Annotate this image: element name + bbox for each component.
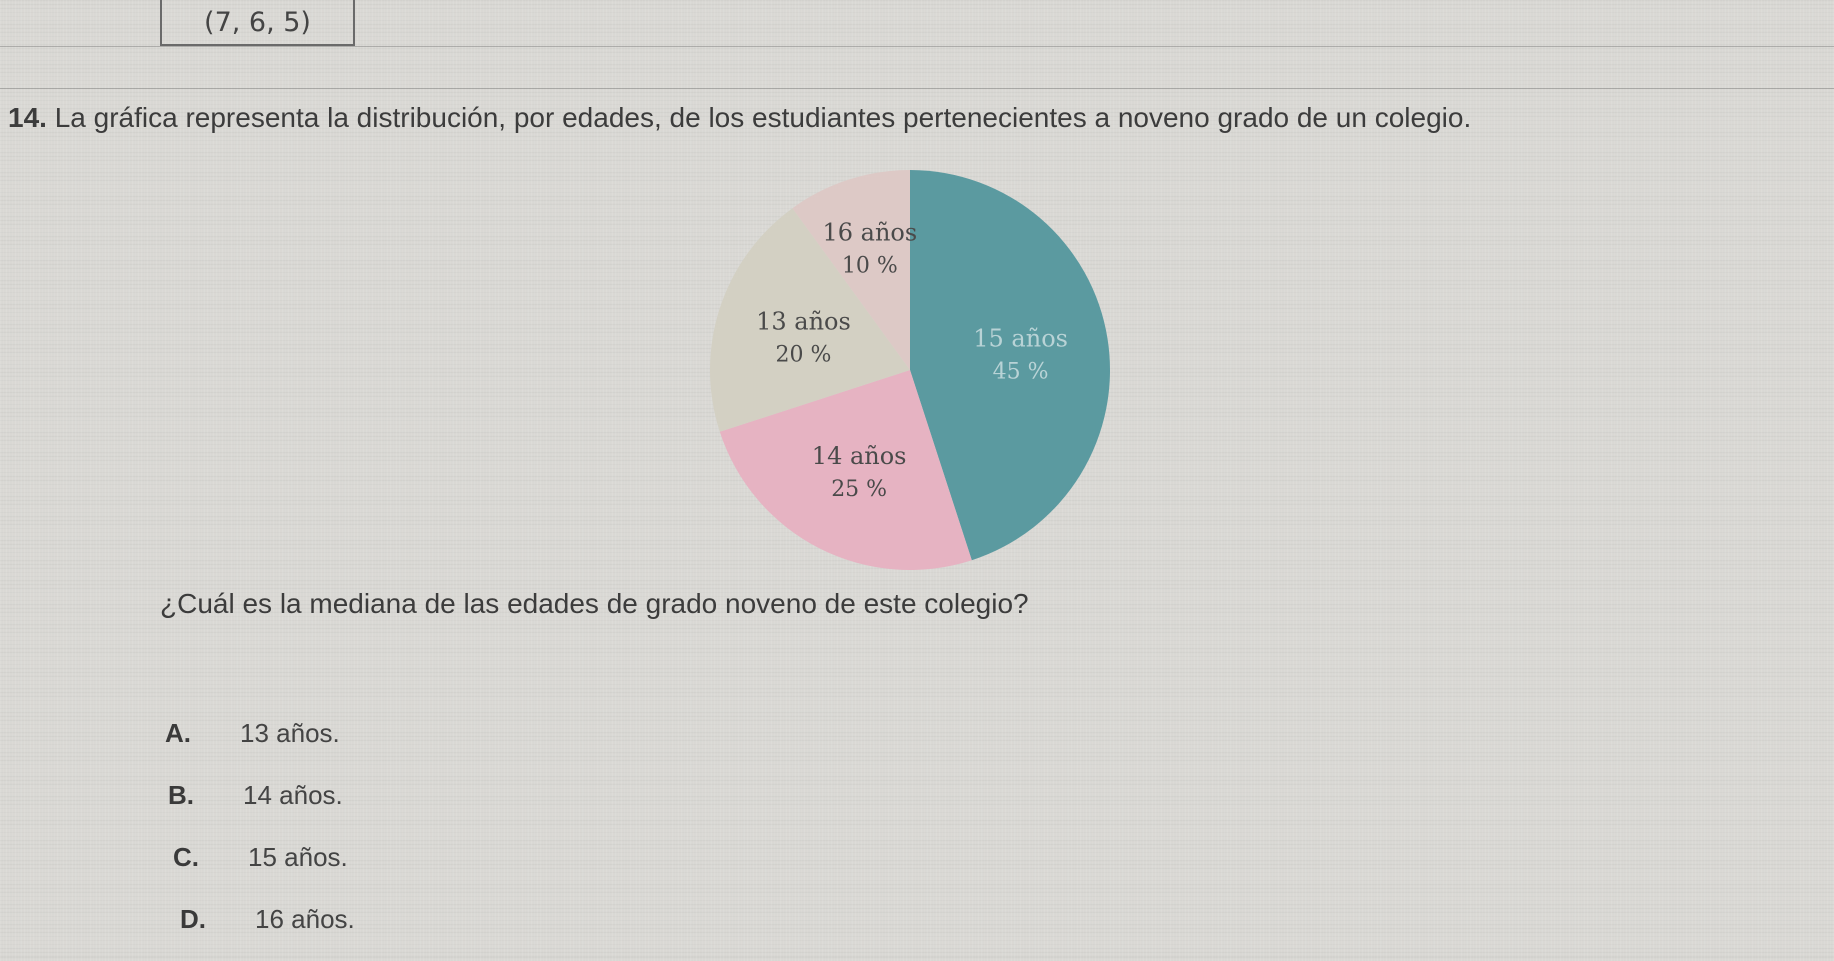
pie-svg: 15 años 45 % 14 años 25 % 13 años 20 % 16 años… [710, 170, 1110, 570]
option-text: 16 años. [255, 903, 355, 934]
pie-slice-label: 16 años [822, 218, 917, 246]
option-text: 13 años. [240, 717, 340, 748]
option-d[interactable]: D. 16 años. [180, 899, 355, 939]
answer-options: A. 13 años. B. 14 años. C. 15 años. D. 1… [165, 713, 355, 961]
question-text: La gráfica representa la distribución, p… [54, 102, 1472, 133]
option-text: 15 años. [248, 841, 348, 872]
pie-slice-value-label: 20 % [776, 342, 832, 367]
divider-line [0, 88, 1834, 89]
option-letter: B. [168, 779, 194, 810]
option-b[interactable]: B. 14 años. [168, 775, 355, 815]
pie-slice-label: 15 años [973, 324, 1068, 352]
pie-slice-label: 14 años [812, 442, 907, 470]
pie-slice-4 [792, 170, 910, 370]
pie-slice-value-label: 10 % [842, 253, 898, 278]
option-a[interactable]: A. 13 años. [165, 713, 355, 753]
option-c[interactable]: C. 15 años. [173, 837, 355, 877]
option-letter: D. [180, 903, 206, 934]
option-text: 14 años. [243, 779, 343, 810]
pie-slice-value-label: 25 % [831, 477, 887, 502]
previous-answer-text: (7, 6, 5) [204, 6, 311, 38]
option-letter: C. [173, 841, 199, 872]
pie-slice-value-label: 45 % [993, 359, 1049, 384]
pie-slice-1 [910, 170, 1110, 561]
pie-slice-2 [719, 370, 972, 570]
pie-slice-label: 13 años [756, 307, 851, 335]
question-statement: 14. La gráfica representa la distribució… [8, 100, 1834, 136]
option-letter: A. [165, 717, 191, 748]
previous-answer-box: (7, 6, 5) [160, 0, 355, 46]
question-prompt: ¿Cuál es la mediana de las edades de gra… [160, 588, 1029, 619]
pie-slice-3 [710, 208, 910, 432]
age-distribution-pie-chart: 15 años 45 % 14 años 25 % 13 años 20 % 16 años… [700, 160, 1120, 580]
question-number: 14. [8, 102, 47, 133]
divider-line [0, 46, 1834, 47]
